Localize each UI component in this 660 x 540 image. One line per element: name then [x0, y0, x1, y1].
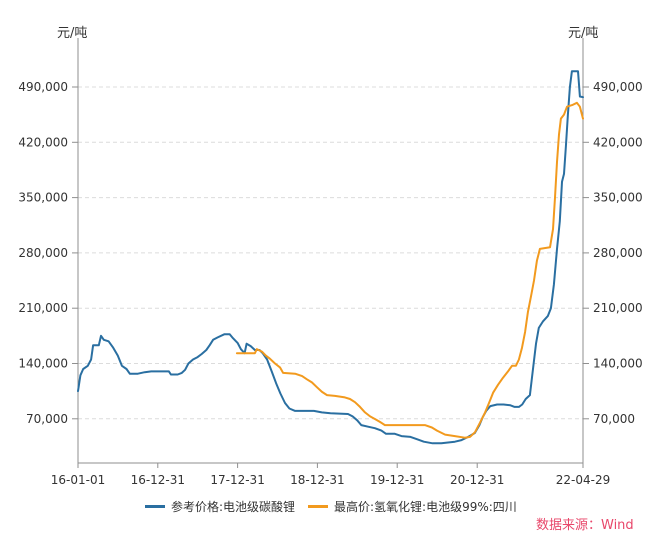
x-tick-label: 19-12-31 [370, 473, 424, 487]
y-tick-label-right: 140,000 [593, 357, 643, 371]
legend-item-lithium-hydroxide[interactable]: 最高价:氢氧化锂:电池级99%:四川 [308, 498, 517, 514]
y-tick-label-left: 350,000 [18, 191, 68, 205]
legend-item-lithium-carbonate[interactable]: 参考价格:电池级碳酸锂 [145, 498, 295, 514]
y-tick-label-right: 70,000 [593, 412, 635, 426]
y-tick-label-left: 280,000 [18, 246, 68, 260]
x-tick-label: 22-04-29 [556, 473, 610, 487]
y-tick-label-left: 490,000 [18, 80, 68, 94]
legend-label-lithium-hydroxide: 最高价:氢氧化锂:电池级99%:四川 [334, 499, 517, 514]
y-tick-label-right: 210,000 [593, 301, 643, 315]
legend-label-lithium-carbonate: 参考价格:电池级碳酸锂 [171, 499, 296, 514]
y-tick-label-right: 350,000 [593, 191, 643, 205]
y-axis-unit-left: 元/吨 [57, 26, 88, 41]
x-tick-label: 20-12-31 [450, 473, 504, 487]
legend-swatch-lithium-hydroxide [308, 504, 328, 508]
y-tick-label-right: 280,000 [593, 246, 643, 260]
legend-swatch-lithium-carbonate [145, 504, 165, 508]
y-tick-label-left: 420,000 [18, 135, 68, 149]
y-tick-label-right: 420,000 [593, 135, 643, 149]
series-line-lithium-carbonate [77, 70, 584, 445]
x-tick-label: 16-12-31 [131, 473, 185, 487]
y-tick-label-right: 490,000 [593, 80, 643, 94]
series-line-lithium-hydroxide [235, 101, 584, 439]
y-tick-label-left: 70,000 [26, 412, 68, 426]
gridlines [78, 86, 583, 420]
x-tick-label: 16-01-01 [51, 473, 105, 487]
data-source-note: 数据来源：Wind [536, 518, 634, 533]
axes: 70,000 70,000 140,000 140,000 210,000 210,000… [18, 38, 643, 487]
y-tick-label-left: 140,000 [18, 357, 68, 371]
y-axis-unit-right: 元/吨 [568, 26, 599, 41]
series-group [77, 70, 584, 445]
x-tick-label: 17-12-31 [210, 473, 264, 487]
y-tick-label-left: 210,000 [18, 301, 68, 315]
x-tick-label: 18-12-31 [290, 473, 344, 487]
